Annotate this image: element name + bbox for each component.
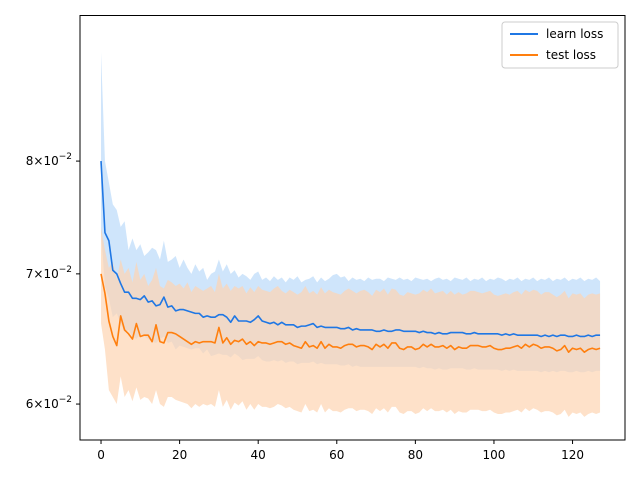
x-tick-label: 80 [408, 448, 423, 462]
line-learn [100, 161, 601, 338]
x-tick-label: 0 [97, 448, 105, 462]
x-tick-label: 40 [251, 448, 266, 462]
band-test [101, 226, 601, 417]
x-axis: 0 20 40 60 80 100 120 [97, 440, 584, 462]
x-tick-label: 100 [483, 448, 506, 462]
series-lines [100, 161, 601, 353]
x-tick-label: 60 [329, 448, 344, 462]
confidence-bands [101, 52, 601, 417]
y-tick-label: 7×10−2 [26, 265, 72, 281]
legend: learn loss test loss [501, 21, 619, 69]
y-axis: 6×10−2 7×10−2 8×10−2 [26, 152, 80, 411]
y-tick-label: 8×10−2 [26, 152, 72, 168]
line-test [100, 273, 601, 353]
x-tick-label: 20 [172, 448, 187, 462]
x-tick-label: 120 [561, 448, 584, 462]
plot-frame [79, 15, 626, 441]
y-tick-label: 6×10−2 [26, 395, 72, 411]
legend-label: learn loss [546, 27, 603, 41]
legend-label: test loss [546, 48, 596, 62]
